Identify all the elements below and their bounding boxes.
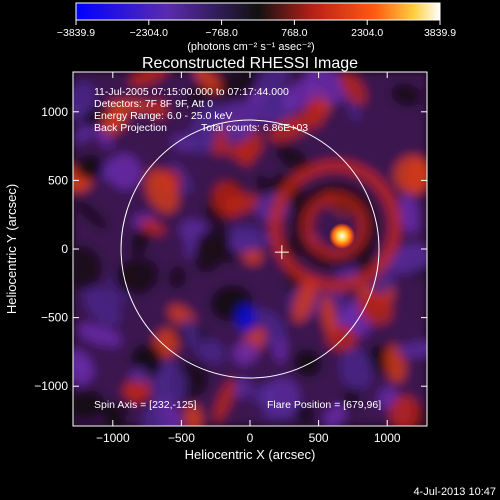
annotation-method: Back Projection [94, 122, 167, 134]
y-axis-label: Heliocentric Y (arcsec) [4, 184, 19, 314]
y-tick-label: −1000 [34, 379, 68, 393]
colorbar: −3839.9 −2304.0 −768.0 768.0 2304.0 3839.9 (p… [57, 3, 456, 53]
colorbar-tick-label: 2304.0 [351, 27, 383, 39]
colorbar-tick-label: −2304.0 [130, 27, 168, 39]
annotation-energy-range: Energy Range: 6.0 - 25.0 keV [94, 110, 232, 122]
y-tick-label: 0 [61, 242, 68, 256]
colorbar-units: (photons cm⁻² s⁻¹ asec⁻²) [187, 41, 314, 53]
x-tick-label: 0 [247, 431, 254, 445]
colorbar-gradient [76, 3, 440, 20]
colorbar-tick-label: −3839.9 [57, 27, 95, 39]
annotation-flare-position: Flare Position = [679,96] [267, 399, 381, 411]
x-tick-label: −1000 [96, 431, 130, 445]
y-tick-label: 500 [48, 173, 68, 187]
flare-source [329, 223, 355, 249]
x-axis-label: Heliocentric X (arcsec) [185, 447, 316, 462]
annotation-time-range: 11-Jul-2005 07:15:00.000 to 07:17:44.000 [94, 86, 289, 98]
x-tick-label: 1000 [374, 431, 401, 445]
annotation-detectors: Detectors: 7F 8F 9F, Att 0 [94, 98, 213, 110]
y-tick-label: −500 [41, 311, 68, 325]
chart-title: Reconstructed RHESSI Image [142, 55, 358, 72]
blue-minimum [236, 305, 256, 331]
annotation-spin-axis: Spin Axis = [232,-125] [94, 399, 197, 411]
x-tick-label: 500 [309, 431, 329, 445]
colorbar-tick-label: −768.0 [205, 27, 238, 39]
colorbar-ticks: −3839.9 −2304.0 −768.0 768.0 2304.0 3839.9 [57, 20, 456, 39]
annotation-total-counts: Total counts: 6.86E+03 [201, 122, 308, 134]
footer-timestamp: 4-Jul-2013 10:47 [413, 486, 496, 498]
y-tick-label: 1000 [41, 105, 68, 119]
x-tick-label: −500 [168, 431, 195, 445]
colorbar-tick-label: 768.0 [281, 27, 307, 39]
colorbar-tick-label: 3839.9 [424, 27, 456, 39]
